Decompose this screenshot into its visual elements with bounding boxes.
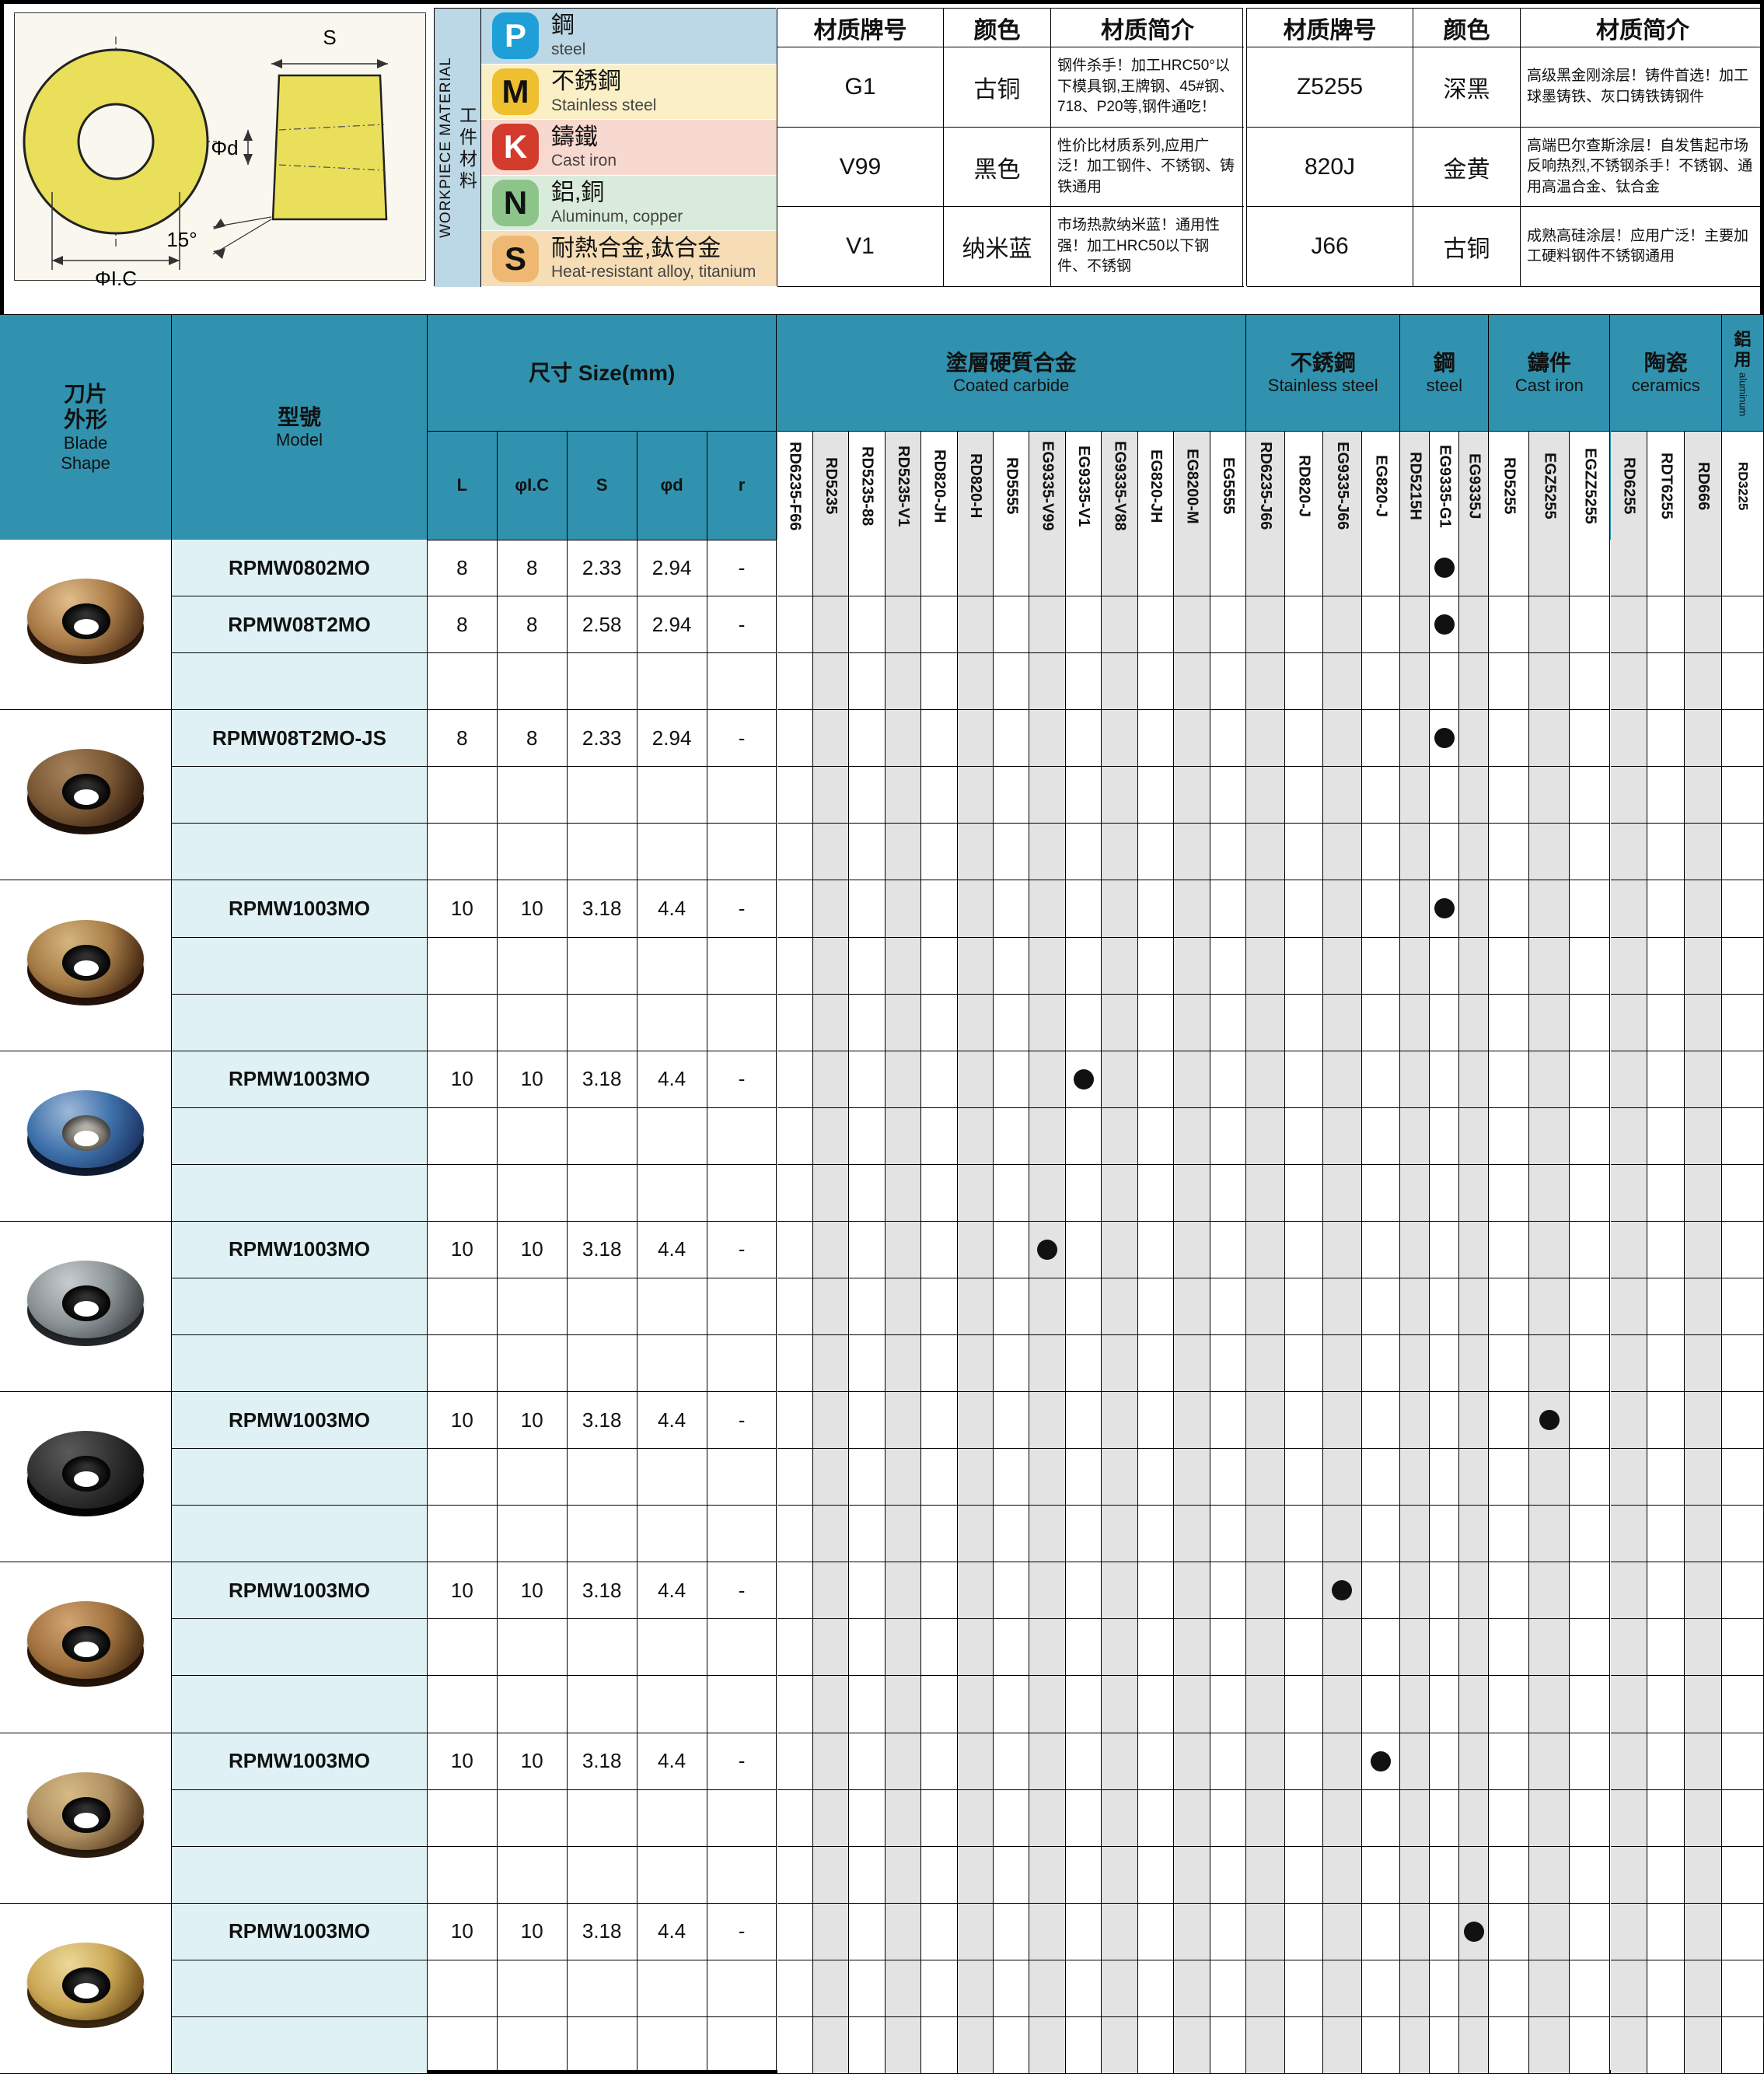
svg-text:15°: 15° <box>166 228 197 251</box>
svg-text:ΦI.C: ΦI.C <box>95 267 137 290</box>
svg-text:Φd: Φd <box>211 136 238 159</box>
svg-text:S: S <box>323 26 336 49</box>
